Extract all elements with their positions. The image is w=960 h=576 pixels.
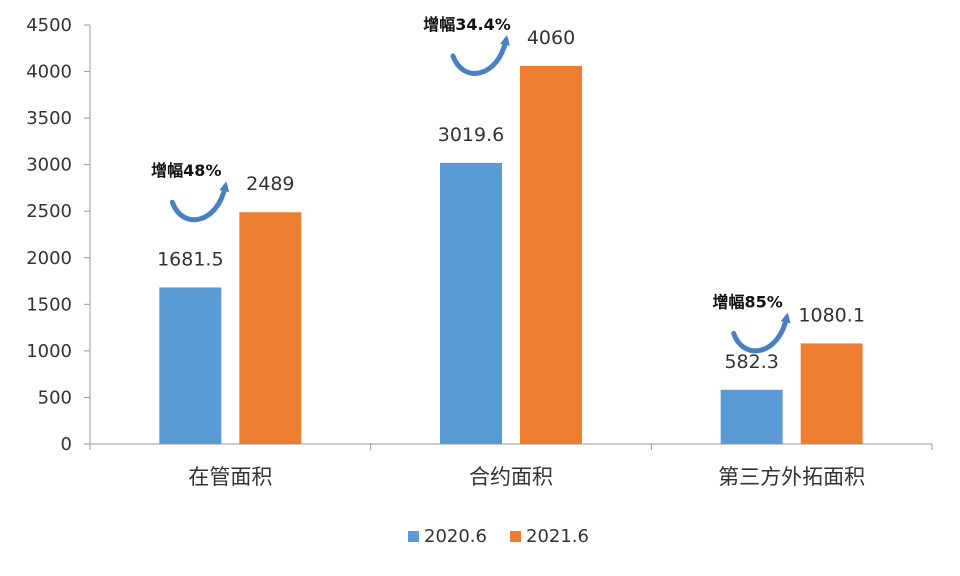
y-axis: 0 500 1000 1500 2000 2500 3000 3500 4000 4500 (26, 15, 91, 455)
annotations: 增幅48% 增幅34.4% 增幅85% (151, 15, 791, 354)
data-label: 1080.1 (798, 304, 864, 326)
y-tick-label: 2000 (26, 248, 72, 269)
y-tick-label: 0 (61, 434, 72, 455)
legend-label: 2021.6 (526, 526, 589, 547)
data-label: 2489 (246, 173, 294, 195)
x-category-label: 合约面积 (469, 465, 553, 489)
bar-2021.6 (520, 65, 582, 445)
bar-2020.6 (440, 162, 502, 445)
data-label: 3019.6 (438, 124, 504, 146)
y-tick-label: 4000 (26, 62, 72, 83)
y-tick-label: 2500 (26, 201, 72, 222)
growth-annotation: 增幅34.4% (423, 15, 511, 34)
x-category-label: 在管面积 (188, 465, 272, 489)
bar-2021.6 (239, 212, 302, 444)
bar-2020.6 (159, 287, 222, 444)
x-axis: 在管面积 合约面积 第三方外拓面积 (89, 443, 933, 489)
x-category-label: 第三方外拓面积 (718, 465, 865, 489)
bars: 1681.5 3019.6 582.3 2489 4060 1080.1 (157, 27, 865, 445)
legend-swatch (510, 531, 521, 542)
bar-2021.6 (800, 343, 863, 444)
y-tick-label: 1500 (26, 294, 72, 315)
y-tick-label: 4500 (26, 15, 72, 36)
growth-annotation: 增幅48% (151, 161, 221, 180)
y-tick-label: 500 (38, 387, 72, 408)
y-tick-label: 1000 (26, 341, 72, 362)
growth-arrow (731, 312, 791, 354)
data-label: 582.3 (724, 351, 778, 373)
y-tick-label: 3500 (26, 108, 72, 129)
legend-label: 2020.6 (424, 526, 487, 547)
data-label: 4060 (527, 27, 575, 49)
bar-2020.6 (720, 389, 783, 444)
legend: 2020.6 2021.6 (408, 526, 589, 547)
legend-swatch (408, 531, 419, 542)
data-label: 1681.5 (157, 248, 223, 270)
growth-arrow (450, 35, 510, 76)
growth-arrow (169, 181, 230, 223)
y-tick-label: 3000 (26, 155, 72, 176)
growth-annotation: 增幅85% (713, 292, 783, 311)
